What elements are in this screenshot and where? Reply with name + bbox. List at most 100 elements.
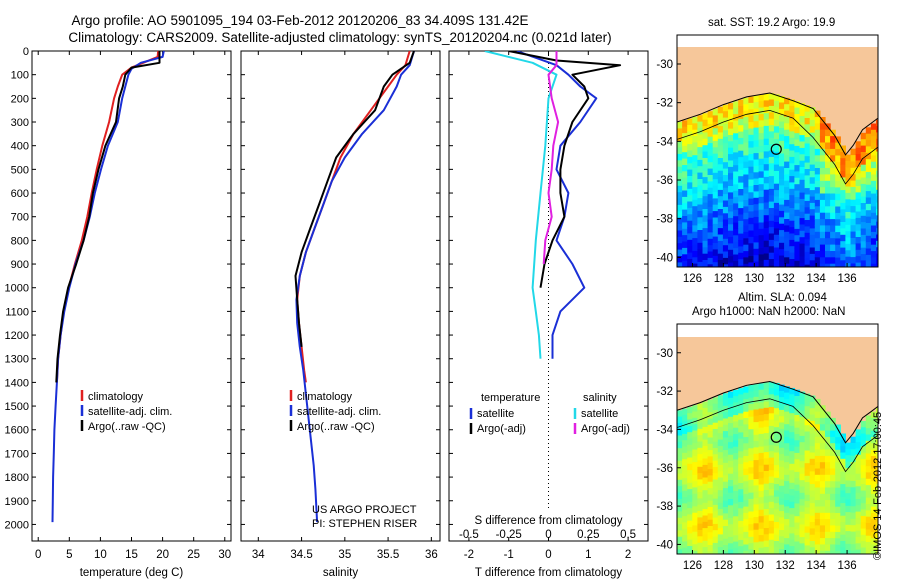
map-cell [697,230,704,237]
map-cell [784,238,790,246]
map-cell [722,418,729,426]
map-cell [855,429,862,437]
map-cell [697,115,704,123]
map-cell [717,458,724,466]
map-cell [707,519,714,527]
map-cell [876,547,878,554]
map-cell [876,240,878,248]
map-cell [717,528,724,535]
map-cell [717,433,724,441]
map-cell [789,501,795,509]
map-cell [809,177,816,185]
map-cell [753,517,760,524]
map-cell [865,172,872,179]
map-cell [794,197,801,204]
map-cell [697,435,704,442]
map-cell [830,199,836,207]
map-cell [870,411,877,419]
map-cell [743,231,749,239]
map-cell [814,219,821,227]
map-cell [830,481,836,489]
y-tick-label: 200 [11,93,29,105]
map-cell [845,493,852,501]
map-cell [733,446,739,454]
map-cell [779,428,785,436]
map-cell [682,222,688,230]
map-cell [855,166,862,174]
x-tick-label: 34 [252,549,265,561]
map-cell [712,255,719,263]
x-tick-label: 35.5 [377,549,399,561]
map-cell [845,263,852,267]
map-cell [809,253,816,261]
map-cell [768,476,775,484]
map-cell [804,111,811,119]
map-cell [845,250,852,258]
map-cell [784,263,790,267]
map-cell [728,429,734,437]
map-cell [743,544,749,552]
map-cell [722,175,729,182]
map-cell [702,202,709,210]
map-cell [682,241,688,249]
map-cell [697,428,704,436]
map-cell [748,96,755,104]
map-cell [789,527,795,534]
map-cell [865,529,872,537]
map-cell [717,445,724,453]
map-cell [697,159,704,167]
map-cell [692,167,698,175]
map-cell [835,443,841,451]
map-cell [677,128,683,136]
map-cell [733,120,739,128]
map-cell [773,196,780,204]
map-cell [830,168,836,175]
map-cell [692,544,698,552]
map-cell [825,142,831,150]
map-cell [789,533,795,541]
map-cell [717,471,724,479]
map-cell [753,153,760,161]
map-cell [753,441,760,448]
map-cell [825,219,831,227]
map-cell [758,516,765,524]
map-cell [789,195,795,203]
map-cell [804,501,811,508]
map-cell [707,264,714,267]
map-cell [687,470,693,477]
map-cell [876,170,878,178]
map-cell [712,517,719,525]
map-cell [865,491,872,499]
map-cell [835,257,841,265]
map-cell [697,454,704,461]
map-cell [733,484,739,492]
argo-position-marker [770,143,782,155]
map-cell [809,158,816,166]
map-cell [814,231,821,239]
map-cell [804,226,811,234]
y-tick-label: 1400 [5,377,29,389]
map-cell [712,223,719,231]
map-cell [722,443,729,451]
map-cell [702,471,709,479]
map-cell [758,94,765,102]
map-cell [738,501,744,509]
map-cell [697,530,704,537]
map-cell [804,444,811,452]
map-cell [677,486,683,493]
map-cell [748,549,755,554]
map-cell [707,232,714,240]
map-cell [840,452,846,460]
map-cell [773,202,780,210]
map-cell [865,447,872,454]
map-cell [722,232,729,240]
figure-title-line1: Argo profile: AO 5901095_194 03-Feb-2012… [71,13,529,28]
map-cell [687,425,693,433]
map-cell [738,419,744,427]
map-cell [860,421,867,428]
map-cell [722,488,729,495]
map-cell [779,236,785,244]
map-cell [687,246,693,254]
map-cell [773,132,780,140]
map-cell [819,449,826,457]
